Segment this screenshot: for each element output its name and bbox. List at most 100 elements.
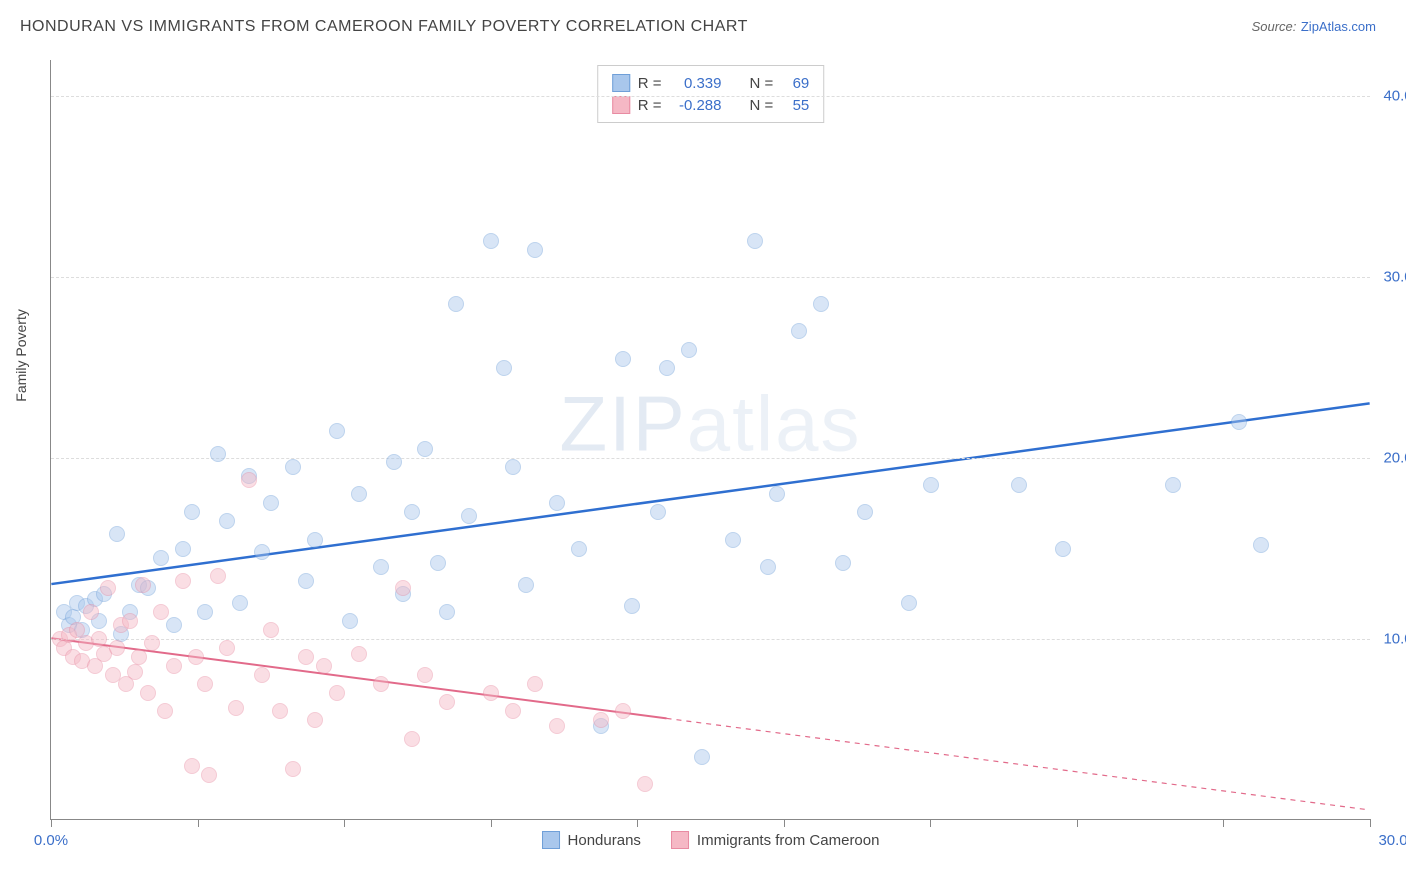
scatter-point: [857, 504, 873, 520]
scatter-point: [448, 296, 464, 312]
scatter-point: [430, 555, 446, 571]
scatter-point: [201, 767, 217, 783]
scatter-point: [254, 667, 270, 683]
y-tick-label: 20.0%: [1383, 450, 1406, 467]
x-tick: [637, 819, 638, 827]
x-tick-label: 30.0%: [1378, 832, 1406, 849]
grid-line: [51, 639, 1370, 640]
scatter-point: [109, 640, 125, 656]
x-tick: [1223, 819, 1224, 827]
scatter-point: [329, 685, 345, 701]
scatter-point: [329, 423, 345, 439]
scatter-point: [615, 351, 631, 367]
scatter-point: [461, 508, 477, 524]
legend-stat-row: R =0.339N =69: [612, 72, 810, 94]
scatter-point: [210, 446, 226, 462]
scatter-point: [593, 712, 609, 728]
scatter-point: [1011, 477, 1027, 493]
x-tick-label: 0.0%: [34, 832, 68, 849]
scatter-point: [285, 761, 301, 777]
chart-title: HONDURAN VS IMMIGRANTS FROM CAMEROON FAM…: [20, 18, 748, 36]
scatter-point: [769, 486, 785, 502]
legend-swatch: [542, 831, 560, 849]
scatter-point: [659, 360, 675, 376]
trend-line-dashed: [667, 718, 1370, 810]
scatter-point: [518, 577, 534, 593]
scatter-point: [316, 658, 332, 674]
scatter-point: [835, 555, 851, 571]
chart-plot-area: Family Poverty ZIPatlas R =0.339N =69R =…: [50, 60, 1370, 820]
scatter-point: [404, 504, 420, 520]
trend-line: [51, 403, 1369, 584]
scatter-point: [404, 731, 420, 747]
source-label: Source:: [1252, 19, 1297, 34]
scatter-point: [571, 541, 587, 557]
scatter-point: [373, 676, 389, 692]
legend-item: Immigrants from Cameroon: [671, 831, 880, 849]
y-tick-label: 10.0%: [1383, 631, 1406, 648]
scatter-point: [373, 559, 389, 575]
scatter-point: [144, 635, 160, 651]
scatter-point: [175, 573, 191, 589]
scatter-point: [153, 604, 169, 620]
scatter-point: [505, 703, 521, 719]
scatter-point: [386, 454, 402, 470]
scatter-point: [109, 526, 125, 542]
scatter-point: [140, 685, 156, 701]
scatter-point: [483, 233, 499, 249]
grid-line: [51, 458, 1370, 459]
scatter-point: [241, 472, 257, 488]
n-label: N =: [750, 75, 774, 92]
y-axis-label: Family Poverty: [13, 309, 29, 402]
scatter-point: [1253, 537, 1269, 553]
scatter-point: [232, 595, 248, 611]
scatter-point: [351, 486, 367, 502]
legend-item: Hondurans: [542, 831, 641, 849]
scatter-point: [747, 233, 763, 249]
scatter-point: [307, 532, 323, 548]
legend-stat-row: R =-0.288N =55: [612, 94, 810, 116]
x-tick: [344, 819, 345, 827]
r-value: 0.339: [670, 75, 722, 92]
scatter-point: [254, 544, 270, 560]
scatter-point: [439, 604, 455, 620]
x-tick: [1370, 819, 1371, 827]
watermark: ZIPatlas: [559, 379, 861, 470]
scatter-point: [549, 718, 565, 734]
scatter-point: [285, 459, 301, 475]
scatter-point: [184, 758, 200, 774]
legend-swatch: [612, 74, 630, 92]
scatter-point: [219, 513, 235, 529]
x-tick: [784, 819, 785, 827]
source-name: ZipAtlas.com: [1301, 19, 1376, 34]
x-tick: [491, 819, 492, 827]
scatter-point: [637, 776, 653, 792]
scatter-point: [725, 532, 741, 548]
scatter-point: [188, 649, 204, 665]
trend-lines-svg: [51, 60, 1370, 819]
x-tick: [1077, 819, 1078, 827]
scatter-point: [100, 580, 116, 596]
scatter-point: [197, 676, 213, 692]
scatter-point: [263, 622, 279, 638]
scatter-point: [505, 459, 521, 475]
scatter-point: [184, 504, 200, 520]
scatter-point: [923, 477, 939, 493]
scatter-point: [135, 577, 151, 593]
scatter-point: [527, 676, 543, 692]
n-label: N =: [750, 97, 774, 114]
scatter-point: [307, 712, 323, 728]
scatter-point: [1231, 414, 1247, 430]
scatter-point: [760, 559, 776, 575]
legend-bottom: Hondurans Immigrants from Cameroon: [542, 831, 880, 849]
scatter-point: [694, 749, 710, 765]
scatter-point: [681, 342, 697, 358]
n-value: 69: [781, 75, 809, 92]
scatter-point: [549, 495, 565, 511]
scatter-point: [615, 703, 631, 719]
n-value: 55: [781, 97, 809, 114]
grid-line: [51, 96, 1370, 97]
scatter-point: [395, 580, 411, 596]
scatter-point: [127, 664, 143, 680]
scatter-point: [496, 360, 512, 376]
